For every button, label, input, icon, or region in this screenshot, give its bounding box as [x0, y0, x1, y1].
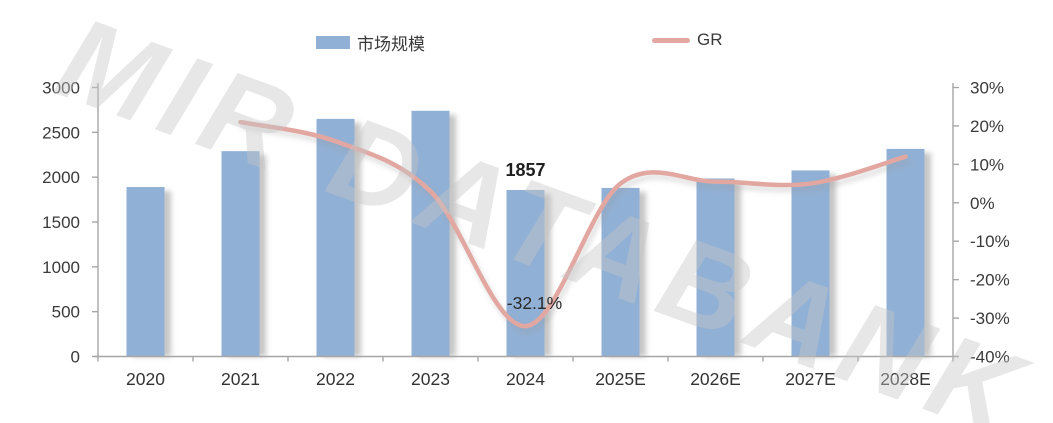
bar-2025E — [601, 187, 640, 357]
x-axis-label-2021: 2021 — [221, 369, 260, 389]
left-axis-label: 0 — [71, 348, 80, 367]
bar-2021 — [221, 151, 260, 357]
legend-item-gr: GR — [652, 30, 723, 50]
x-axis-label-2028E: 2028E — [880, 369, 931, 389]
left-axis-label: 2500 — [42, 123, 80, 142]
legend-item-market-size: 市场规模 — [316, 30, 425, 55]
right-axis-label: 0% — [970, 194, 995, 213]
bar-swatch-icon — [316, 36, 350, 49]
x-axis-label-2020: 2020 — [126, 369, 165, 389]
data-label-line: -32.1% — [507, 293, 562, 313]
right-axis-label: 20% — [970, 117, 1004, 136]
data-label-bar: 1857 — [505, 160, 545, 180]
x-axis-label-2022: 2022 — [316, 369, 355, 389]
right-axis-label: -30% — [970, 309, 1010, 328]
gr-line — [238, 119, 908, 329]
x-axis-label-2023: 2023 — [411, 369, 450, 389]
left-axis-label: 1000 — [42, 258, 80, 277]
x-axis-label-2025E: 2025E — [595, 369, 646, 389]
right-axis-label: -10% — [970, 232, 1010, 251]
bar-2023 — [411, 110, 450, 357]
x-axis-label-2027E: 2027E — [785, 369, 836, 389]
legend-label-gr: GR — [697, 30, 723, 49]
bar-2026E — [696, 178, 735, 357]
gr-line-shadow — [240, 124, 911, 333]
bar-2020 — [126, 187, 165, 357]
right-axis-label: 10% — [970, 155, 1004, 174]
left-axis-label: 3000 — [42, 79, 80, 98]
x-axis-label-2024: 2024 — [506, 369, 545, 389]
bar-2028E — [886, 148, 925, 357]
right-axis-label: 30% — [970, 79, 1004, 98]
line-swatch-icon — [652, 37, 690, 43]
legend: 市场规模 GR — [0, 30, 1053, 55]
bar-2022 — [316, 118, 355, 357]
left-axis-label: 500 — [52, 303, 80, 322]
bar-2027E — [791, 170, 830, 357]
legend-label-market-size: 市场规模 — [357, 35, 425, 54]
x-axis-label-2026E: 2026E — [690, 369, 741, 389]
right-axis-label: -40% — [970, 348, 1010, 367]
left-axis-label: 1500 — [42, 213, 80, 232]
right-axis-label: -20% — [970, 271, 1010, 290]
left-axis-label: 2000 — [42, 168, 80, 187]
